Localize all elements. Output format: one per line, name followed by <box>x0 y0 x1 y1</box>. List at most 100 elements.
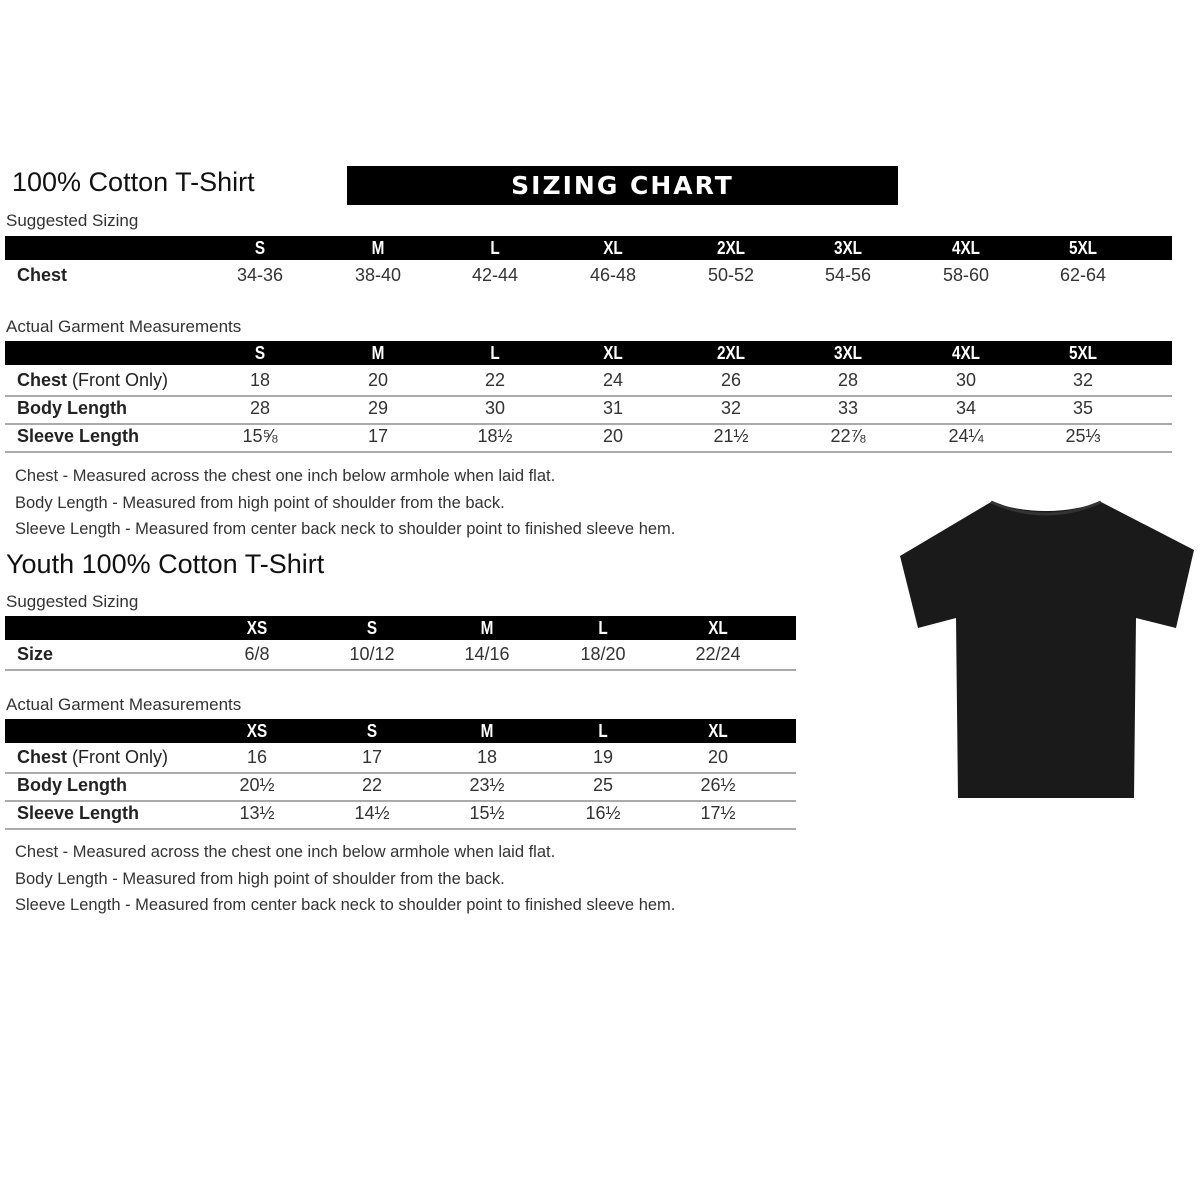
table-cell: 32 <box>720 398 742 418</box>
table-cell: 25 <box>592 775 614 795</box>
table-cell: 13½ <box>239 803 275 823</box>
youth-title: Youth 100% Cotton T-Shirt <box>6 549 325 579</box>
table-row: Chest (Front Only) 16 17 18 19 20 <box>5 744 796 774</box>
table-row: Body Length 28 29 30 31 32 33 34 35 <box>5 395 1172 425</box>
size-header: 5XL <box>1068 343 1098 363</box>
row-label: Chest <box>17 262 67 288</box>
table-cell: 17½ <box>700 803 736 823</box>
table-cell: 32 <box>1072 370 1094 390</box>
table-cell: 22/24 <box>695 644 741 664</box>
size-header: M <box>480 618 494 638</box>
size-header: 3XL <box>833 343 863 363</box>
size-header: M <box>371 343 385 363</box>
adult-title: 100% Cotton T-Shirt <box>12 167 255 197</box>
size-header: 2XL <box>716 238 746 258</box>
table-cell: 33 <box>837 398 859 418</box>
table-cell: 25⅓ <box>1065 426 1101 446</box>
size-header: 5XL <box>1068 238 1098 258</box>
table-cell: 29 <box>367 398 389 418</box>
youth-actual-heading: Actual Garment Measurements <box>6 695 242 714</box>
row-label: Sleeve Length <box>17 423 139 449</box>
table-cell: 17 <box>367 426 389 446</box>
adult-actual-heading: Actual Garment Measurements <box>6 317 242 336</box>
table-cell: 16½ <box>585 803 621 823</box>
row-label-main: Body Length <box>17 775 127 795</box>
table-cell: 46-48 <box>589 265 637 285</box>
table-cell: 24 <box>602 370 624 390</box>
size-header: 4XL <box>951 238 981 258</box>
measurement-note: Body Length - Measured from high point o… <box>15 493 505 512</box>
measurement-note: Sleeve Length - Measured from center bac… <box>15 520 676 538</box>
table-cell: 50-52 <box>707 265 755 285</box>
table-row: Size 6/8 10/12 14/16 18/20 22/24 <box>5 641 796 671</box>
size-header: M <box>371 238 385 258</box>
measurement-note: Chest - Measured across the chest one in… <box>15 467 556 485</box>
table-row: Sleeve Length 13½ 14½ 15½ 16½ 17½ <box>5 800 796 830</box>
table-cell: 62-64 <box>1059 265 1107 285</box>
table-cell: 30 <box>955 370 977 390</box>
table-row: Sleeve Length 15⅝ 17 18½ 20 21½ 22⅞ 24¼ 25⅓ <box>5 423 1172 453</box>
table-cell: 18/20 <box>580 644 626 664</box>
table-cell: 31 <box>602 398 624 418</box>
table-cell: 20 <box>602 426 624 446</box>
row-label: Size <box>17 641 53 667</box>
table-cell: 24¼ <box>948 426 984 446</box>
row-label-main: Sleeve Length <box>17 803 140 823</box>
table-cell: 20 <box>367 370 389 390</box>
table-cell: 23½ <box>469 775 505 795</box>
size-header: L <box>490 238 500 258</box>
size-header: XL <box>603 343 623 363</box>
row-label-suffix: (Front Only) <box>67 370 169 390</box>
size-header: S <box>366 721 378 741</box>
table-cell: 26½ <box>700 775 736 795</box>
size-header: XL <box>708 721 728 741</box>
size-header: 3XL <box>833 238 863 258</box>
table-cell: 35 <box>1072 398 1094 418</box>
row-label: Sleeve Length <box>17 800 139 826</box>
size-header: L <box>598 618 608 638</box>
table-cell: 42-44 <box>471 265 519 285</box>
table-row: Chest 34-36 38-40 42-44 46-48 50-52 54-56 58-60… <box>5 262 1172 290</box>
table-cell: 20½ <box>239 775 275 795</box>
size-header: L <box>598 721 608 741</box>
row-label-main: Chest <box>17 370 68 390</box>
table-cell: 14½ <box>354 803 390 823</box>
size-header: S <box>254 238 266 258</box>
table-cell: 20 <box>707 747 729 767</box>
size-header-bar: XS S M L XL <box>5 616 796 640</box>
table-cell: 21½ <box>713 426 749 446</box>
youth-suggested-heading: Suggested Sizing <box>6 592 139 611</box>
table-cell: 34 <box>955 398 977 418</box>
size-header: 2XL <box>716 343 746 363</box>
row-label: Chest (Front Only) <box>17 367 168 393</box>
size-header: XL <box>603 238 623 258</box>
size-header: S <box>366 618 378 638</box>
row-label-suffix: (Front Only) <box>67 747 169 767</box>
table-cell: 15½ <box>469 803 505 823</box>
table-cell: 17 <box>361 747 383 767</box>
tshirt-icon <box>900 500 1194 798</box>
table-cell: 38-40 <box>354 265 402 285</box>
table-cell: 28 <box>249 398 271 418</box>
size-header: XL <box>708 618 728 638</box>
size-header: XS <box>246 618 268 638</box>
table-row: Chest (Front Only) 18 20 22 24 26 28 30 32 <box>5 367 1172 397</box>
measurement-note: Sleeve Length - Measured from center bac… <box>15 896 676 914</box>
table-cell: 15⅝ <box>242 426 278 446</box>
measurement-note: Chest - Measured across the chest one in… <box>15 843 556 861</box>
table-cell: 22 <box>484 370 506 390</box>
table-cell: 18½ <box>477 426 513 446</box>
adult-suggested-heading: Suggested Sizing <box>6 211 139 230</box>
table-cell: 18 <box>476 747 498 767</box>
table-cell: 6/8 <box>244 644 270 664</box>
table-cell: 16 <box>246 747 268 767</box>
row-label-main: Sleeve Length <box>17 426 140 446</box>
table-cell: 26 <box>720 370 742 390</box>
row-label: Body Length <box>17 772 127 798</box>
table-cell: 14/16 <box>464 644 510 664</box>
size-header-bar: S M L XL 2XL 3XL 4XL 5XL <box>5 236 1172 260</box>
row-label: Body Length <box>17 395 127 421</box>
table-cell: 54-56 <box>824 265 872 285</box>
table-cell: 28 <box>837 370 859 390</box>
